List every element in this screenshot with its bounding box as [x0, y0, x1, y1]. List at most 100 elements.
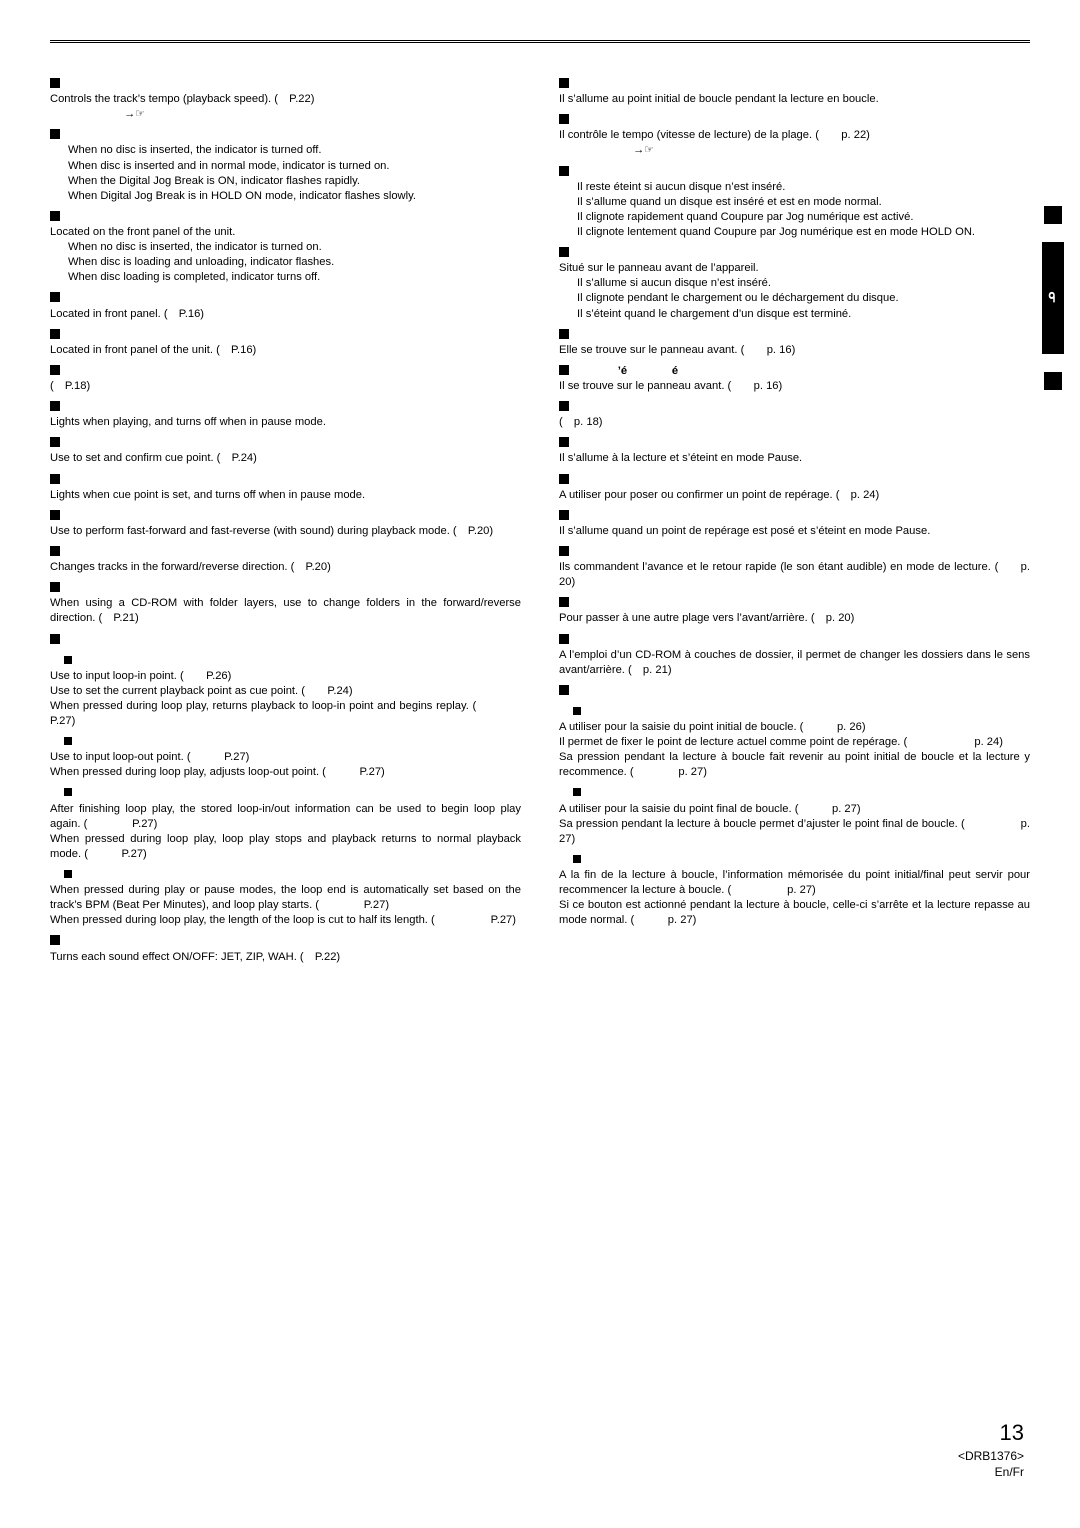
body-text: Il contrôle le tempo (vitesse de lecture… — [559, 128, 1030, 143]
item-heading — [50, 400, 521, 415]
body-text: Use to set the current playback point as… — [50, 684, 521, 699]
item-heading — [559, 596, 1030, 611]
body-text: When no disc is inserted, the indicator … — [50, 240, 521, 255]
item-heading — [50, 633, 521, 648]
body-text: Use to perform fast-forward and fast-rev… — [50, 524, 521, 539]
body-text: ( p. 18) — [559, 415, 1030, 430]
body-text: When no disc is inserted, the indicator … — [50, 143, 521, 158]
bullet-square-small-icon — [573, 707, 581, 715]
bullet-square-icon — [559, 510, 569, 520]
item-subheading — [559, 786, 1030, 801]
item-heading — [50, 77, 521, 92]
bullet-square-icon — [559, 247, 569, 257]
bullet-square-small-icon — [573, 788, 581, 796]
item-heading — [50, 436, 521, 451]
lang-code: En/Fr — [958, 1464, 1024, 1480]
body-text: Use to input loop-in point. ( P.26) — [50, 669, 521, 684]
body-text: Changes tracks in the forward/reverse di… — [50, 560, 521, 575]
page-footer: 13 <DRB1376> En/Fr — [958, 1418, 1024, 1480]
bullet-square-icon — [559, 437, 569, 447]
item-heading — [559, 246, 1030, 261]
bullet-square-small-icon — [573, 855, 581, 863]
bullet-square-icon — [50, 474, 60, 484]
body-text: When Digital Jog Break is in HOLD ON mod… — [50, 189, 521, 204]
heading-text: ’é é — [573, 365, 678, 377]
bullet-square-icon — [559, 114, 569, 124]
body-text: Il clignote pendant le chargement ou le … — [559, 291, 1030, 306]
body-text: After finishing loop play, the stored lo… — [50, 802, 521, 832]
body-text: Il clignote lentement quand Coupure par … — [559, 225, 1030, 240]
body-text: Located in front panel. ( P.16) — [50, 307, 521, 322]
body-text: A la fin de la lecture à boucle, l’infor… — [559, 868, 1030, 898]
bullet-square-small-icon — [64, 656, 72, 664]
bullet-square-icon — [50, 329, 60, 339]
bullet-square-icon — [559, 78, 569, 88]
body-text: Located on the front panel of the unit. — [50, 225, 521, 240]
bullet-square-icon — [50, 78, 60, 88]
item-heading — [50, 291, 521, 306]
body-text: Il s’allume si aucun disque n’est inséré… — [559, 276, 1030, 291]
bullet-square-icon — [559, 546, 569, 556]
bullet-square-small-icon — [64, 737, 72, 745]
bullet-square-icon — [50, 365, 60, 375]
body-text: When pressed during loop play, the lengt… — [50, 913, 521, 928]
body-text: Located in front panel of the unit. ( P.… — [50, 343, 521, 358]
body-text: Sa pression pendant la lecture à boucle … — [559, 817, 1030, 847]
bullet-square-icon — [559, 365, 569, 375]
item-heading — [50, 364, 521, 379]
horizontal-rule — [50, 40, 1030, 43]
item-heading — [50, 545, 521, 560]
item-heading — [50, 934, 521, 949]
body-text: Si ce bouton est actionné pendant la lec… — [559, 898, 1030, 928]
bullet-square-icon — [559, 634, 569, 644]
body-text: Il s’allume quand un disque est inséré e… — [559, 195, 1030, 210]
body-text: →☞ — [559, 143, 1030, 158]
body-text: Use to input loop-out point. ( P.27) — [50, 750, 521, 765]
tab-square-bottom — [1044, 372, 1062, 390]
body-text: →☞ — [50, 107, 521, 122]
item-heading — [559, 77, 1030, 92]
item-heading — [559, 436, 1030, 451]
item-heading — [50, 473, 521, 488]
two-column-layout: Controls the track’s tempo (playback spe… — [50, 71, 1030, 965]
body-text: A utiliser pour la saisie du point final… — [559, 802, 1030, 817]
body-text: Il s’allume au point initial de boucle p… — [559, 92, 1030, 107]
body-text: Il s’éteint quand le chargement d’un dis… — [559, 307, 1030, 322]
bullet-square-icon — [559, 166, 569, 176]
item-heading — [559, 113, 1030, 128]
item-heading — [559, 165, 1030, 180]
item-heading — [50, 128, 521, 143]
bullet-square-icon — [559, 401, 569, 411]
item-heading — [559, 328, 1030, 343]
body-text: Sa pression pendant la lecture à boucle … — [559, 750, 1030, 780]
item-heading — [50, 210, 521, 225]
item-subheading — [50, 654, 521, 669]
body-text: Il reste éteint si aucun disque n’est in… — [559, 180, 1030, 195]
bullet-square-icon — [559, 474, 569, 484]
body-text: Elle se trouve sur le panneau avant. ( p… — [559, 343, 1030, 358]
body-text: A l’emploi d’un CD-ROM à couches de doss… — [559, 648, 1030, 678]
bullet-square-icon — [50, 401, 60, 411]
body-text: A utiliser pour la saisie du point initi… — [559, 720, 1030, 735]
bullet-square-icon — [50, 292, 60, 302]
body-text: Lights when cue point is set, and turns … — [50, 488, 521, 503]
body-text: Turns each sound effect ON/OFF: JET, ZIP… — [50, 950, 521, 965]
item-heading — [559, 684, 1030, 699]
item-heading — [50, 328, 521, 343]
item-subheading — [559, 853, 1030, 868]
tab-section-label: ᓂ — [1042, 242, 1064, 354]
doc-code: <DRB1376> — [958, 1448, 1024, 1464]
bullet-square-icon — [50, 510, 60, 520]
body-text: Controls the track’s tempo (playback spe… — [50, 92, 521, 107]
bullet-square-icon — [50, 634, 60, 644]
bullet-square-icon — [50, 437, 60, 447]
body-text: Il s’allume à la lecture et s’éteint en … — [559, 451, 1030, 466]
body-text: When disc is inserted and in normal mode… — [50, 159, 521, 174]
bullet-square-icon — [50, 211, 60, 221]
body-text: When pressed during loop play, returns p… — [50, 699, 521, 729]
body-text: Ils commandent l’avance et le retour rap… — [559, 560, 1030, 590]
body-text: When pressed during loop play, loop play… — [50, 832, 521, 862]
right-column: Il s’allume au point initial de boucle p… — [559, 71, 1030, 965]
body-text: A utiliser pour poser ou confirmer un po… — [559, 488, 1030, 503]
bullet-square-small-icon — [64, 870, 72, 878]
